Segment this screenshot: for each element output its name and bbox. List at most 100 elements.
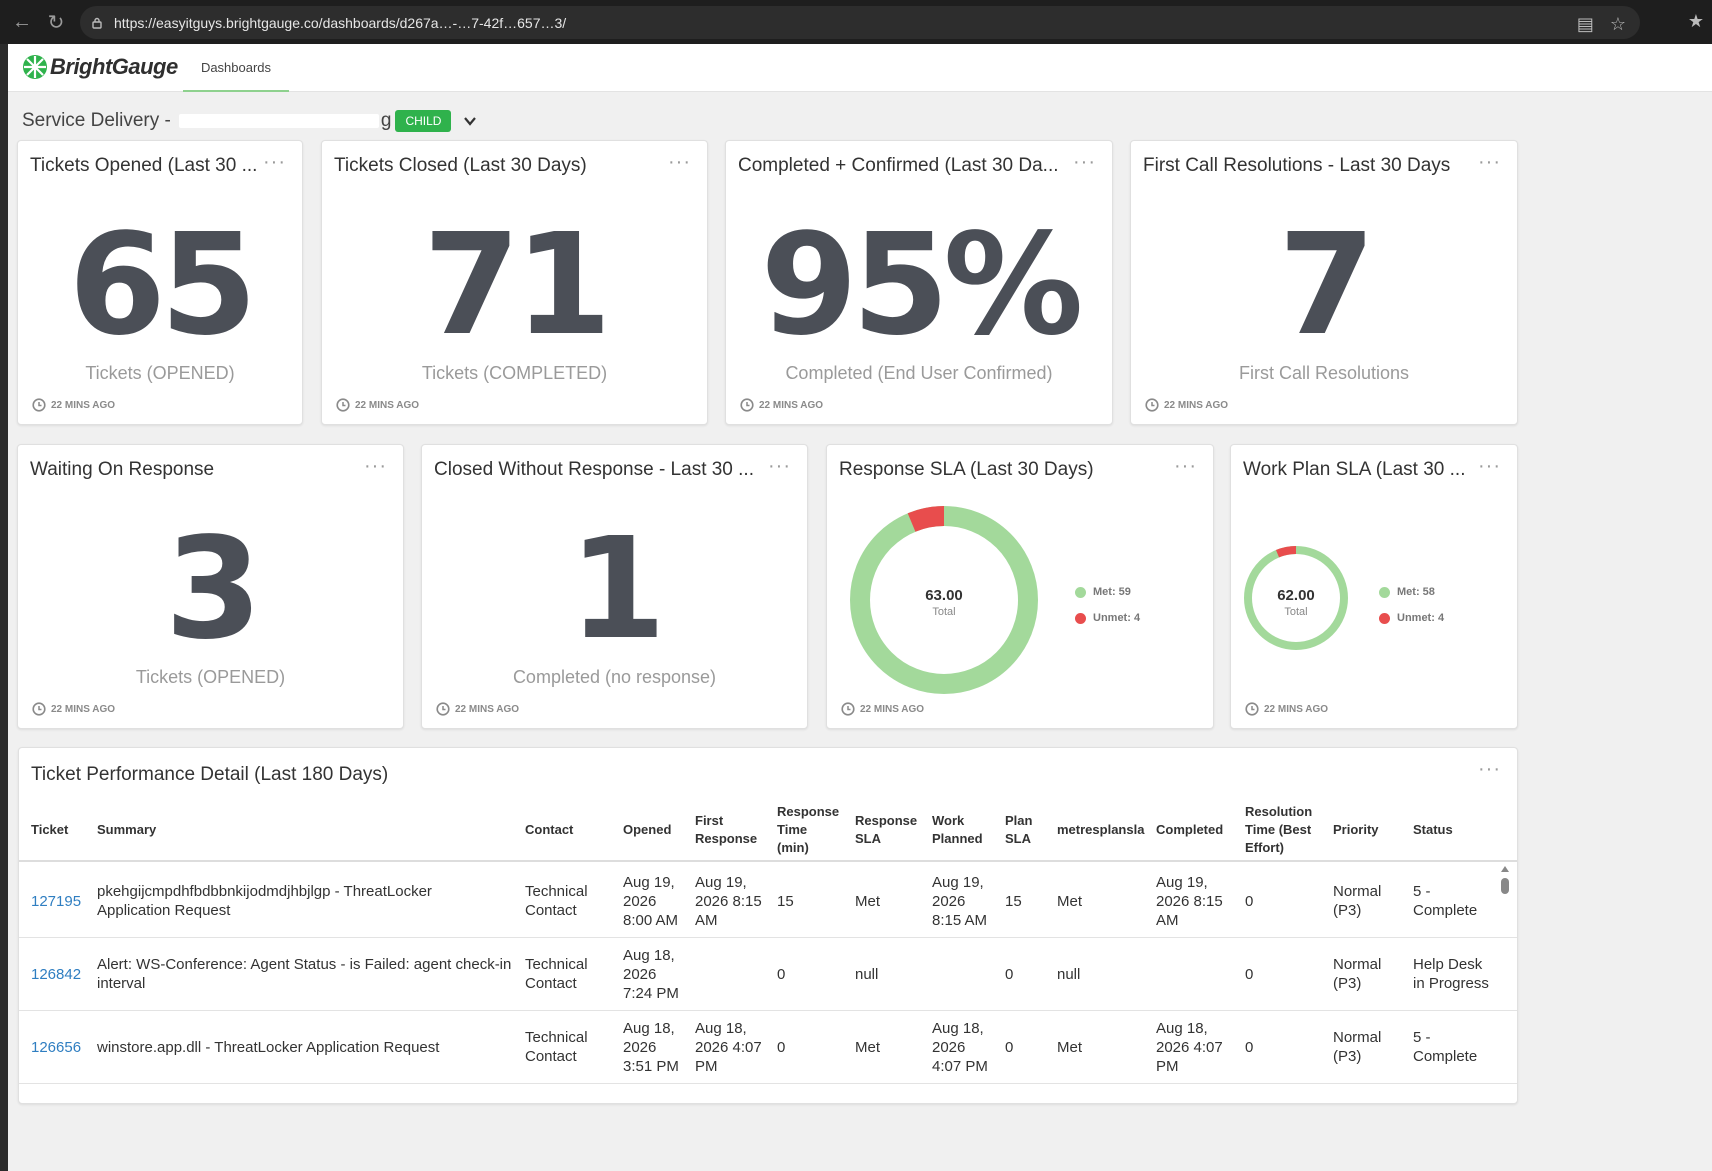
column-header-completed[interactable]: Completed bbox=[1156, 822, 1224, 837]
donut-slice-unmet[interactable] bbox=[850, 506, 1038, 694]
card-title: Tickets Closed (Last 30 Days) bbox=[334, 155, 587, 176]
cell-metresplansla: null bbox=[1057, 965, 1081, 983]
logo-text: BrightGauge bbox=[50, 54, 178, 79]
card-title: Response SLA (Last 30 Days) bbox=[839, 459, 1094, 480]
cell-ticket[interactable]: 126656 bbox=[31, 1038, 82, 1056]
card-menu-icon[interactable]: ··· bbox=[263, 151, 286, 173]
legend-dot-met bbox=[1075, 586, 1086, 598]
donut-total-label: Total bbox=[932, 606, 956, 618]
cell-ticket[interactable]: 127195 bbox=[31, 892, 82, 910]
card-value: 65 bbox=[68, 204, 258, 367]
card-menu-icon[interactable]: ··· bbox=[1478, 151, 1501, 173]
cell-contact: Technical Contact bbox=[525, 883, 588, 919]
donut-total: 62.00 bbox=[1277, 587, 1315, 604]
last-updated: 22 MINS AGO bbox=[1245, 702, 1328, 716]
gauge-card-closed-without-response[interactable]: Closed Without Response - Last 30 ... ··… bbox=[421, 444, 808, 729]
column-header-response-sla[interactable]: Response SLA bbox=[855, 813, 918, 846]
table-row[interactable]: 126842 Alert: WS-Conference: Agent Status… bbox=[19, 937, 1517, 1011]
cell-contact: Technical Contact bbox=[525, 956, 588, 992]
back-icon[interactable]: ← bbox=[12, 10, 32, 33]
legend-label-unmet: Unmet: 4 bbox=[1093, 612, 1141, 624]
cell-summary: pkehgijcmpdhfbdbbnkijodmdjhbjlgp - Threa… bbox=[97, 883, 432, 919]
column-header-status[interactable]: Status bbox=[1413, 822, 1453, 837]
card-menu-icon[interactable]: ··· bbox=[1174, 455, 1197, 477]
last-updated: 22 MINS AGO bbox=[740, 398, 823, 412]
bookmark-star-icon[interactable]: ☆ bbox=[1609, 14, 1626, 34]
gauge-card-first-call-resolutions[interactable]: First Call Resolutions - Last 30 Days ··… bbox=[1130, 140, 1518, 425]
card-menu-icon[interactable]: ··· bbox=[364, 455, 387, 477]
gauge-card-response-sla[interactable]: Response SLA (Last 30 Days) ··· 63.00 To… bbox=[826, 444, 1214, 729]
table-row[interactable]: 127195 pkehgijcmpdhfbdbbnkijodmdjhbjlgp -… bbox=[19, 864, 1517, 938]
cell-contact: Technical Contact bbox=[525, 1029, 588, 1065]
cell-resolution-time: 0 bbox=[1245, 892, 1254, 910]
donut-total-label: Total bbox=[1284, 606, 1308, 618]
table-scrollbar[interactable] bbox=[1501, 866, 1509, 1096]
donut-slice-unmet[interactable] bbox=[1244, 546, 1348, 650]
card-menu-icon[interactable]: ··· bbox=[1478, 758, 1501, 780]
gauge-card-work-plan-sla[interactable]: Work Plan SLA (Last 30 ... ··· 62.00 Tot… bbox=[1230, 444, 1518, 729]
donut-chart bbox=[1244, 546, 1348, 650]
column-header-priority[interactable]: Priority bbox=[1333, 822, 1379, 837]
last-updated: 22 MINS AGO bbox=[1145, 398, 1228, 412]
column-header-resolution-time[interactable]: Resolution Time (Best Effort) bbox=[1245, 804, 1313, 855]
card-menu-icon[interactable]: ··· bbox=[1478, 455, 1501, 477]
table-row[interactable]: 126656 winstore.app.dll - ThreatLocker Ap… bbox=[19, 1010, 1517, 1084]
column-header-plan-sla[interactable]: Plan SLA bbox=[1005, 813, 1033, 846]
chevron-down-icon[interactable] bbox=[463, 114, 477, 128]
column-header-response-time[interactable]: Response Time (min) bbox=[777, 804, 840, 855]
last-updated-text: 22 MINS AGO bbox=[1264, 703, 1329, 715]
browser-toolbar: ← ↻ https://easyitguys.brightgauge.co/da… bbox=[0, 0, 1712, 44]
card-title: Tickets Opened (Last 30 ... bbox=[30, 155, 258, 176]
column-header-first-response[interactable]: First Response bbox=[695, 813, 758, 846]
column-header-metresplansla[interactable]: metresplansla bbox=[1057, 822, 1145, 837]
legend-item-unmet[interactable]: Unmet: 4 bbox=[1075, 612, 1140, 624]
clock-icon bbox=[32, 702, 46, 716]
column-header-ticket[interactable]: Ticket bbox=[31, 822, 69, 837]
scroll-thumb[interactable] bbox=[1501, 878, 1509, 894]
scroll-up-icon[interactable] bbox=[1501, 866, 1509, 872]
reader-mode-icon[interactable]: ▤ bbox=[1576, 14, 1594, 34]
cell-metresplansla: Met bbox=[1057, 1038, 1083, 1056]
site-info-icon[interactable] bbox=[90, 16, 104, 30]
gauge-card-waiting-on-response[interactable]: Waiting On Response ··· 3 Tickets (OPENE… bbox=[17, 444, 404, 729]
cell-ticket[interactable]: 126842 bbox=[31, 965, 82, 983]
reload-icon[interactable]: ↻ bbox=[47, 11, 65, 34]
card-value: 71 bbox=[423, 204, 612, 367]
cell-work-planned: Aug 18, 2026 4:07 PM bbox=[932, 1019, 988, 1075]
legend-dot-met bbox=[1379, 586, 1390, 598]
cell-opened: Aug 19, 2026 8:00 AM bbox=[623, 873, 679, 929]
cell-summary: Alert: WS-Conference: Agent Status - is … bbox=[97, 956, 512, 992]
clock-icon bbox=[1145, 398, 1159, 412]
card-menu-icon[interactable]: ··· bbox=[768, 455, 791, 477]
cell-resolution-time: 0 bbox=[1245, 965, 1254, 983]
legend-dot-unmet bbox=[1075, 612, 1086, 624]
legend-item-met[interactable]: Met: 58 bbox=[1379, 586, 1444, 598]
cell-resolution-time: 0 bbox=[1245, 1038, 1254, 1056]
column-header-opened[interactable]: Opened bbox=[623, 822, 672, 837]
gauge-card-tickets-closed[interactable]: Tickets Closed (Last 30 Days) ··· 71 Tic… bbox=[321, 140, 708, 425]
address-bar[interactable]: https://easyitguys.brightgauge.co/dashbo… bbox=[80, 6, 1640, 39]
card-value: 1 bbox=[568, 508, 666, 671]
card-label: Completed (End User Confirmed) bbox=[785, 363, 1053, 383]
column-header-contact[interactable]: Contact bbox=[525, 822, 574, 837]
card-value: 95% bbox=[760, 204, 1083, 367]
card-menu-icon[interactable]: ··· bbox=[668, 151, 691, 173]
gauge-card-completed-confirmed[interactable]: Completed + Confirmed (Last 30 Da... ···… bbox=[725, 140, 1113, 425]
favorites-icon[interactable]: ★ bbox=[1687, 11, 1704, 31]
gauge-card-tickets-opened[interactable]: Tickets Opened (Last 30 ... ··· 65 Ticke… bbox=[17, 140, 303, 425]
table-title: Ticket Performance Detail (Last 180 Days… bbox=[31, 764, 389, 785]
last-updated-text: 22 MINS AGO bbox=[51, 703, 116, 715]
cell-plan-sla: 0 bbox=[1005, 965, 1014, 983]
app-header: BrightGauge Dashboards bbox=[8, 44, 1712, 92]
dashboard-header: Service Delivery - g CHILD bbox=[22, 108, 477, 134]
brightgauge-logo[interactable]: BrightGauge bbox=[22, 54, 178, 80]
column-header-summary[interactable]: Summary bbox=[97, 822, 157, 837]
column-header-work-planned[interactable]: Work Planned bbox=[932, 813, 983, 846]
cell-priority: Normal (P3) bbox=[1333, 956, 1382, 992]
tab-dashboards[interactable]: Dashboards bbox=[183, 44, 289, 92]
legend-item-unmet[interactable]: Unmet: 4 bbox=[1379, 612, 1444, 624]
legend-item-met[interactable]: Met: 59 bbox=[1075, 586, 1140, 598]
card-menu-icon[interactable]: ··· bbox=[1073, 151, 1096, 173]
last-updated-text: 22 MINS AGO bbox=[759, 399, 824, 411]
cell-completed: Aug 18, 2026 4:07 PM bbox=[1156, 1019, 1223, 1075]
